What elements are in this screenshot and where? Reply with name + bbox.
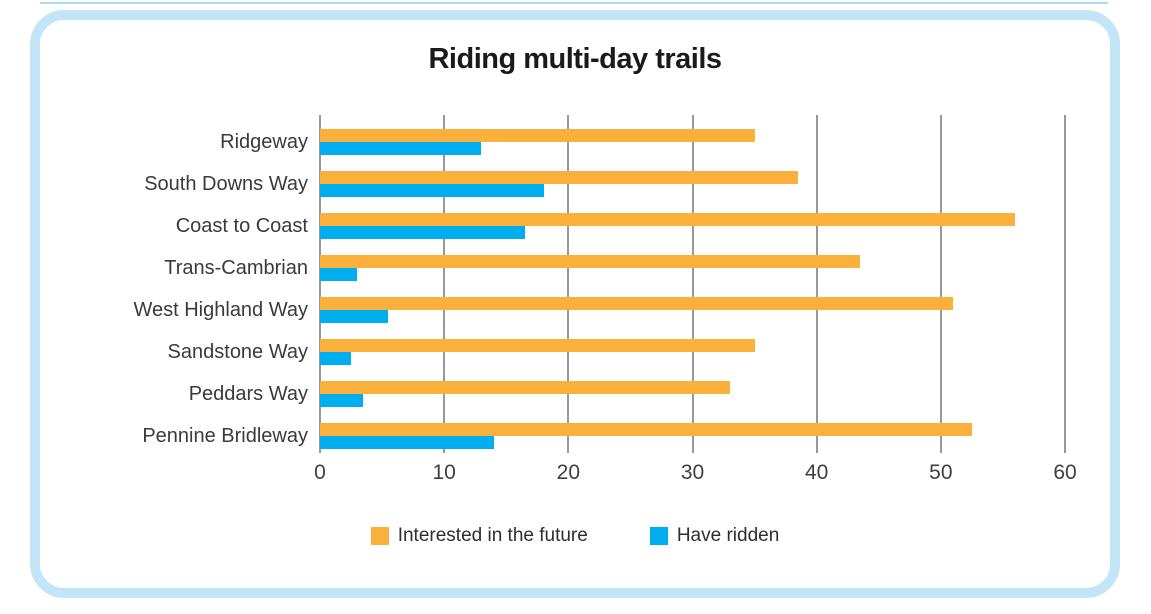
x-tick-label: 60: [1053, 461, 1077, 484]
chart-title: Riding multi-day trails: [428, 43, 722, 75]
x-tick-label: 20: [556, 461, 581, 484]
gridline: [443, 115, 446, 453]
category-label: West Highland Way: [133, 299, 308, 321]
gridline: [815, 115, 818, 453]
chart-row: South Downs Way: [40, 171, 1065, 197]
gridline: [319, 115, 321, 453]
category-label: South Downs Way: [144, 173, 308, 195]
bar-track: [320, 297, 1065, 323]
chart-card: Riding multi-day trails Ridgeway South Do…: [30, 10, 1120, 598]
category-label: Coast to Coast: [175, 215, 308, 237]
bar-interested: [320, 297, 954, 310]
gridline: [1064, 115, 1066, 453]
legend-item-interested: Interested in the future: [370, 525, 588, 547]
category-label: Pennine Bridleway: [142, 425, 308, 447]
x-tick-label: 40: [804, 461, 829, 484]
bar-track: [320, 423, 1065, 449]
bar-ridden: [320, 352, 352, 365]
legend-swatch-interested: [370, 527, 389, 545]
gridline: [567, 115, 570, 453]
bar-ridden: [320, 436, 494, 449]
bar-ridden: [320, 310, 389, 323]
legend-label-interested: Interested in the future: [397, 525, 588, 546]
bar-track: [320, 213, 1065, 239]
bar-interested: [320, 213, 1016, 226]
chart-plot-area: Ridgeway South Downs Way Coast to Coast Tra…: [40, 115, 1066, 453]
chart-row: Ridgeway: [40, 129, 1065, 155]
chart-row: Pennine Bridleway: [40, 423, 1065, 449]
category-label: Trans-Cambrian: [164, 257, 308, 279]
bar-track: [320, 171, 1065, 197]
bar-interested: [320, 129, 755, 142]
legend-label-ridden: Have ridden: [676, 525, 780, 546]
bar-ridden: [320, 394, 364, 407]
chart-row: Peddars Way: [40, 381, 1065, 407]
chart-row: Sandstone Way: [40, 339, 1065, 365]
top-divider-line: [40, 2, 1108, 4]
chart-row: Coast to Coast: [40, 213, 1065, 239]
chart-row: West Highland Way: [40, 297, 1065, 323]
bar-ridden: [320, 268, 358, 281]
gridlines: [319, 115, 1066, 453]
x-tick-label: 10: [432, 461, 456, 484]
category-label: Ridgeway: [220, 131, 308, 153]
legend-swatch-ridden: [649, 527, 668, 545]
bar-track: [320, 255, 1065, 281]
bar-track: [320, 381, 1065, 407]
bar-interested: [320, 339, 755, 352]
bar-ridden: [320, 226, 525, 239]
bar-interested: [320, 255, 861, 268]
category-label: Peddars Way: [188, 383, 308, 405]
bar-chart: Ridgeway South Downs Way Coast to Coast Tra…: [40, 115, 1110, 499]
x-tick-label: 30: [680, 461, 705, 484]
gridline: [691, 115, 694, 453]
bar-track: [320, 339, 1065, 365]
x-axis: 0 10 20 30 40 50 60: [314, 453, 1077, 499]
chart-row: Trans-Cambrian: [40, 255, 1065, 281]
category-label: Sandstone Way: [167, 341, 308, 363]
bar-interested: [320, 423, 972, 436]
bar-interested: [320, 381, 730, 394]
bar-interested: [320, 171, 799, 184]
gridline: [939, 115, 942, 453]
bar-ridden: [320, 184, 544, 197]
bar-ridden: [320, 142, 482, 155]
bar-track: [320, 129, 1065, 155]
legend-item-ridden: Have ridden: [649, 525, 780, 547]
chart-rows: Ridgeway South Downs Way Coast to Coast Tra…: [40, 115, 1065, 453]
x-tick-label: 0: [314, 461, 326, 484]
x-tick-label: 50: [929, 461, 953, 484]
legend: Interested in the future Have ridden: [40, 525, 1110, 547]
